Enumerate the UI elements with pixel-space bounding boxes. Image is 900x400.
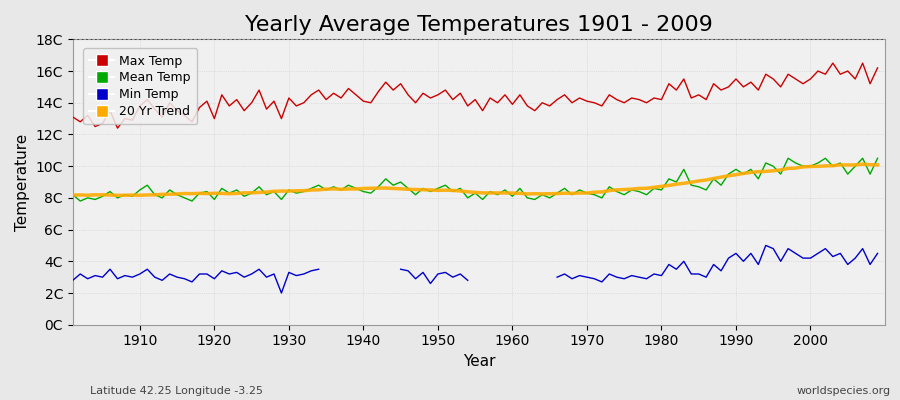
Legend: Max Temp, Mean Temp, Min Temp, 20 Yr Trend: Max Temp, Mean Temp, Min Temp, 20 Yr Tre… [83, 48, 197, 124]
Title: Yearly Average Temperatures 1901 - 2009: Yearly Average Temperatures 1901 - 2009 [245, 15, 713, 35]
X-axis label: Year: Year [463, 354, 495, 369]
Text: worldspecies.org: worldspecies.org [796, 386, 891, 396]
Text: Latitude 42.25 Longitude -3.25: Latitude 42.25 Longitude -3.25 [90, 386, 263, 396]
Y-axis label: Temperature: Temperature [15, 134, 30, 231]
